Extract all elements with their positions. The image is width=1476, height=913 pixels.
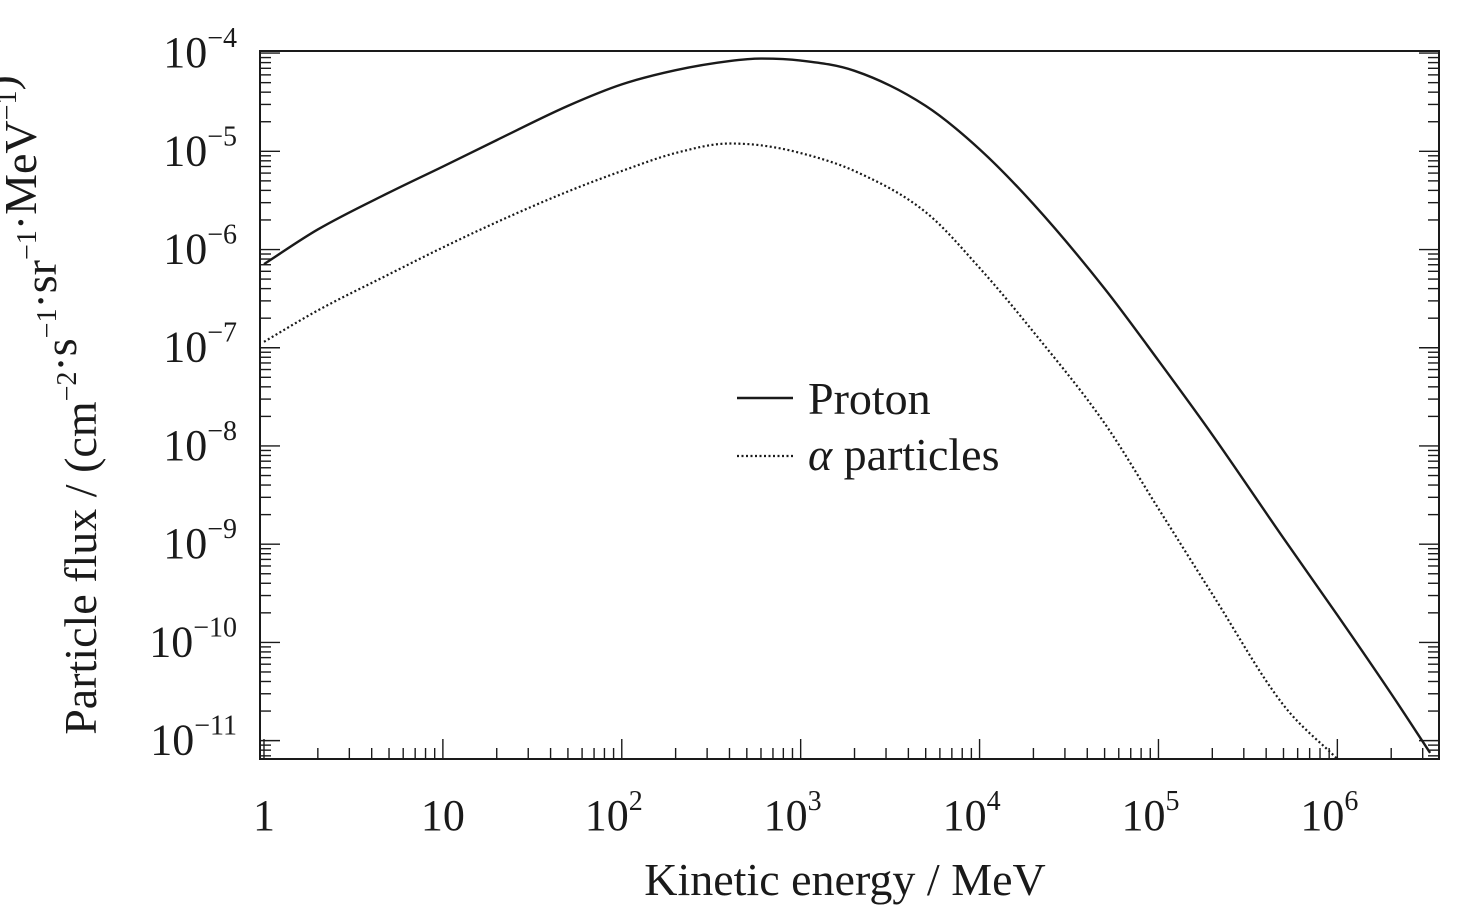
- x-tick-label: 103: [764, 786, 822, 840]
- proton-flux-curve: [263, 57, 1432, 754]
- x-tick-label: 105: [1121, 786, 1179, 840]
- plot-frame: [259, 50, 1440, 760]
- y-tick-label: 10−6: [163, 220, 237, 274]
- y-tick-label: 10−11: [150, 711, 237, 765]
- y-axis-label: Particle flux / (cm−2·s−1·sr−1·MeV−1): [0, 75, 106, 735]
- legend-label-proton: Proton: [808, 373, 931, 424]
- x-tick-label: 1: [253, 791, 275, 840]
- data-curves: [263, 57, 1432, 760]
- y-tick-label: 10−5: [163, 121, 237, 175]
- y-tick-label: 10−8: [163, 416, 237, 470]
- y-tick-label: 10−9: [163, 514, 237, 568]
- legend-label-alpha: α particles: [808, 429, 999, 480]
- x-tick-label: 106: [1300, 786, 1358, 840]
- x-axis-label: Kinetic energy / MeV: [644, 854, 1046, 905]
- x-tick-label: 102: [585, 786, 643, 840]
- y-tick-label: 10−10: [149, 612, 237, 666]
- y-tick-labels: 10−4 10−5 10−6 10−7 10−8 10−9 10−10 10−11: [149, 23, 237, 765]
- y-tick-label: 10−7: [163, 318, 237, 372]
- x-tick-labels: 1 10 102 103 104 105 106: [253, 786, 1358, 840]
- y-tick-label: 10−4: [163, 23, 237, 77]
- alpha-flux-curve: [263, 142, 1339, 760]
- x-tick-label: 104: [943, 786, 1001, 840]
- x-tick-label: 10: [421, 791, 465, 840]
- axis-ticks: [260, 52, 1439, 759]
- legend: Proton α particles: [737, 373, 999, 480]
